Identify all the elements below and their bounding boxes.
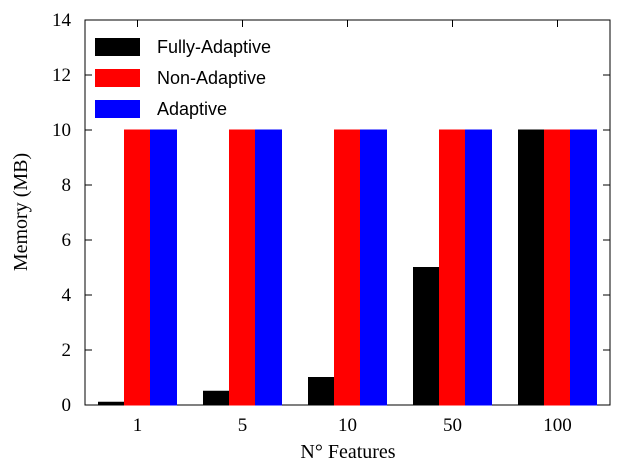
y-tick-label: 10 <box>52 120 71 141</box>
y-tick-label: 12 <box>52 65 71 86</box>
bar-non-adaptive-5 <box>229 129 256 406</box>
bar-non-adaptive-10 <box>334 129 361 406</box>
x-axis-title: N° Features <box>300 441 395 463</box>
bar-fully-adaptive-10 <box>308 377 335 406</box>
bar-fully-adaptive-50 <box>413 267 440 406</box>
bar-fully-adaptive-1 <box>98 401 125 406</box>
y-tick-label: 14 <box>52 10 72 31</box>
bar-adaptive-5 <box>255 129 282 406</box>
x-tick-label: 1 <box>133 415 143 436</box>
bar-adaptive-100 <box>570 129 597 406</box>
x-tick-label: 10 <box>338 415 357 436</box>
y-tick-label: 0 <box>62 395 72 416</box>
bar-adaptive-50 <box>465 129 492 406</box>
x-tick-label: 100 <box>543 415 572 436</box>
y-axis-title: Memory (MB) <box>10 153 32 271</box>
y-tick-label: 8 <box>62 175 72 196</box>
y-tick-label: 2 <box>62 340 72 361</box>
x-axis: 1 5 10 50 100 <box>133 20 572 436</box>
legend-label: Adaptive <box>157 99 227 119</box>
bar-non-adaptive-50 <box>439 129 466 406</box>
legend-label: Non-Adaptive <box>157 68 266 88</box>
y-tick-label: 6 <box>62 230 72 251</box>
bar-adaptive-10 <box>360 129 387 406</box>
bar-non-adaptive-1 <box>124 129 151 406</box>
y-tick-label: 4 <box>62 285 72 306</box>
bar-fully-adaptive-5 <box>203 390 230 406</box>
bars <box>98 129 597 406</box>
x-tick-label: 5 <box>238 415 248 436</box>
legend-swatch-adaptive <box>95 100 140 118</box>
legend-swatch-non-adaptive <box>95 69 140 87</box>
bar-fully-adaptive-100 <box>518 129 545 406</box>
legend: Fully-Adaptive Non-Adaptive Adaptive <box>95 37 271 119</box>
y-axis: 0 2 4 6 8 10 12 14 <box>52 10 610 416</box>
bar-adaptive-1 <box>150 129 177 406</box>
legend-swatch-fully-adaptive <box>95 38 140 56</box>
legend-label: Fully-Adaptive <box>157 37 271 57</box>
x-tick-label: 50 <box>443 415 462 436</box>
bar-non-adaptive-100 <box>544 129 571 406</box>
